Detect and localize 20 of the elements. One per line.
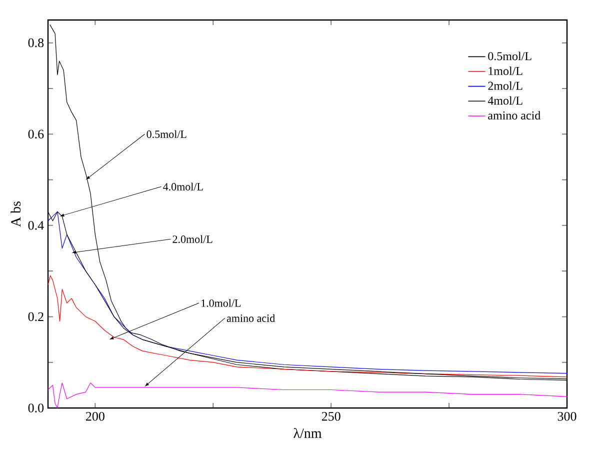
x-tick-label: 300 (558, 412, 576, 421)
x-tick-label: 250 (322, 412, 340, 421)
annotation: 2.0mol/L (172, 235, 212, 244)
y-tick-label: 0.0 (28, 404, 44, 412)
y-tick-label: 0.6 (28, 130, 44, 139)
legend-label: amino acid (488, 111, 540, 120)
annotation: 1.0mol/L (202, 299, 241, 307)
annotation: 0.5mol/L (146, 130, 186, 138)
legend-label: 2mol/L (488, 81, 522, 90)
y-tick-label: 0.4 (28, 221, 44, 230)
legend-label: 0.5mol/L (488, 52, 532, 60)
x-tick-label: 200 (86, 412, 104, 421)
y-axis-title: A bs (10, 201, 21, 227)
y-tick-label: 0.2 (28, 312, 44, 322)
x-axis-title: λ/nm (294, 428, 322, 438)
annotation: amino acid (226, 314, 275, 322)
annotation: 4.0mol/L (163, 182, 203, 191)
legend-label: 4mol/L (488, 96, 522, 105)
y-tick-label: 0.8 (28, 38, 44, 48)
legend-label: 1mol/L (488, 66, 522, 76)
